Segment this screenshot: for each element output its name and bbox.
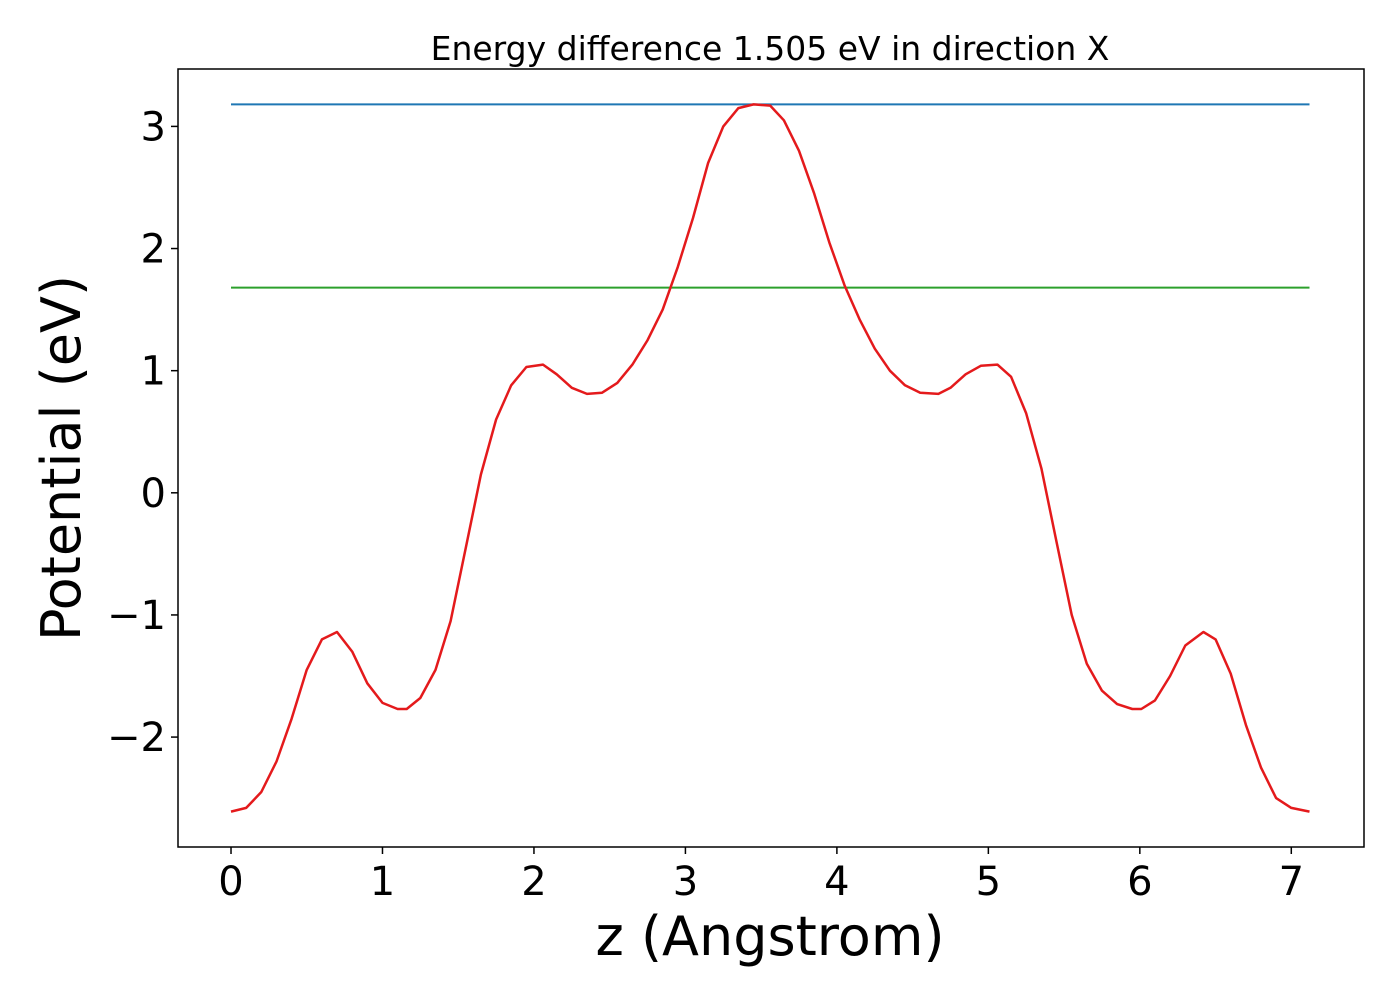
y-tick-label: −1 [107,593,166,639]
series-layer [230,103,1310,813]
x-tick-label: 5 [976,859,1001,905]
x-axis-ticks: 0 1 2 3 4 5 6 7 [218,847,1304,905]
x-tick-label: 7 [1279,859,1304,905]
x-tick-label: 4 [824,859,849,905]
y-tick-label: 3 [141,104,166,150]
y-tick-label: 1 [141,349,166,395]
y-axis-title: Potential (eV) [30,275,93,641]
x-axis-title: z (Angstrom) [595,905,944,968]
x-tick-label: 1 [370,859,395,905]
y-tick-label: 2 [141,227,166,273]
y-tick-label: −2 [107,715,166,761]
x-tick-label: 3 [673,859,698,905]
x-tick-label: 2 [521,859,546,905]
x-tick-label: 6 [1127,859,1152,905]
series-potential-curve [230,103,1310,813]
y-axis-ticks: −2 −1 0 1 2 3 [107,104,178,761]
chart-title: Energy difference 1.505 eV in direction … [431,29,1110,68]
x-tick-label: 0 [218,859,243,905]
plot-area [177,68,1365,848]
y-tick-label: 0 [141,471,166,517]
